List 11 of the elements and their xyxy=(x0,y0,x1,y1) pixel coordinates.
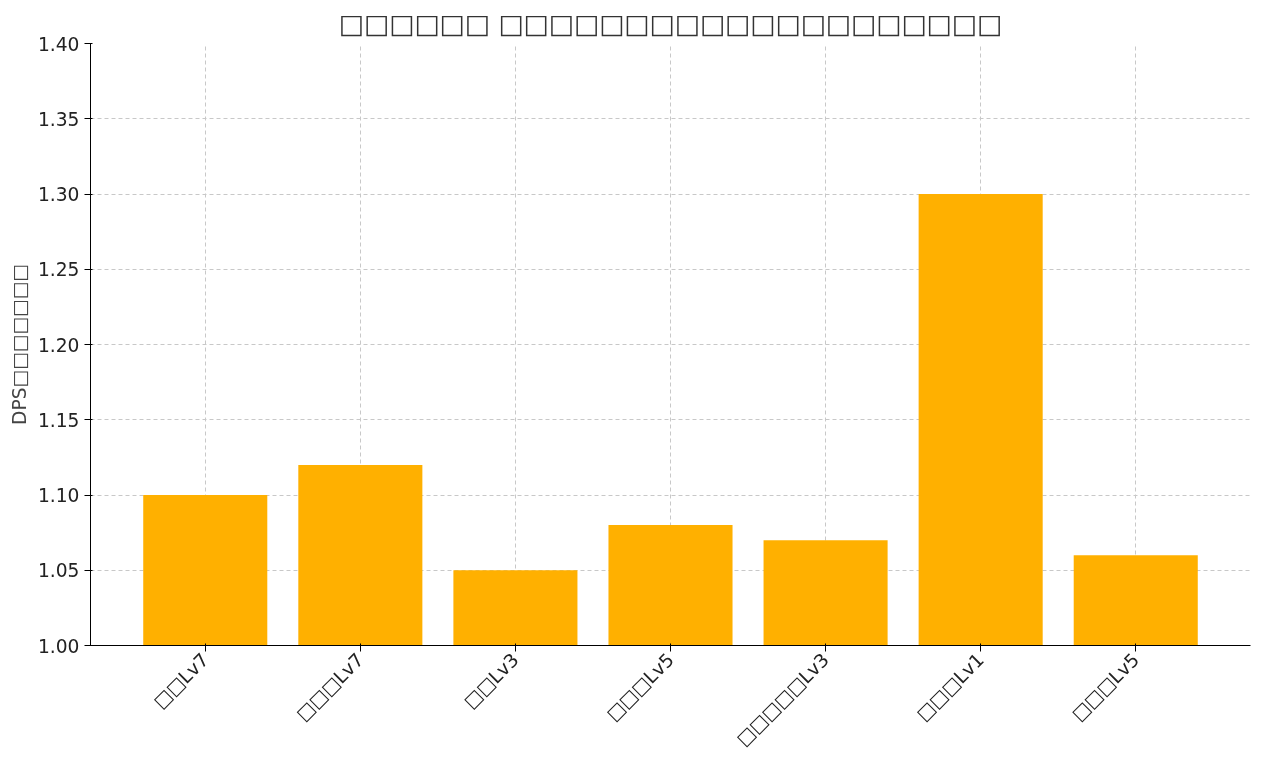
y-tick-label: 1.10 xyxy=(37,485,80,506)
y-tick-label: 1.20 xyxy=(37,334,80,356)
y-tick-label: 1.00 xyxy=(37,635,80,657)
y-axis-title: DPS□□□□□□□ xyxy=(8,264,30,425)
y-tick-label: 1.35 xyxy=(37,108,80,130)
chart-title: □□□□□□ □□□□□□□□□□□□□□□□□□□□ xyxy=(338,7,1003,39)
y-tick-label: 1.40 xyxy=(37,33,80,55)
y-tick-label: 1.05 xyxy=(37,560,80,582)
y-tick-label: 1.25 xyxy=(37,259,80,281)
y-tick-label: 1.30 xyxy=(37,184,80,205)
y-tick-label: 1.15 xyxy=(37,409,80,431)
